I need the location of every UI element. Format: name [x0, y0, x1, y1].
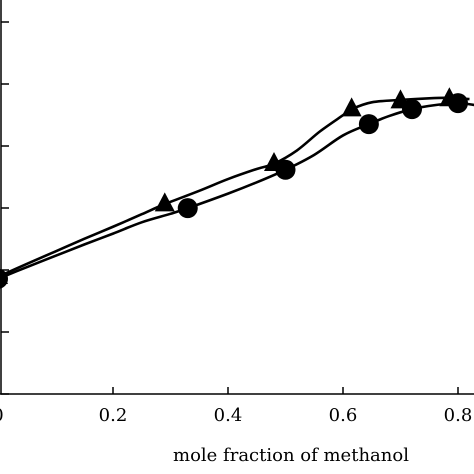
circle-marker [0, 269, 8, 289]
x-axis-label: mole fraction of methanol [173, 445, 409, 466]
circle-marker [448, 93, 468, 114]
x-tick-label: 0 [0, 405, 4, 426]
circle-marker [358, 114, 379, 135]
circle-marker [275, 159, 296, 180]
y-axis-ticks [1, 21, 9, 395]
x-tick-label: 0.4 [214, 405, 243, 426]
x-tick-label: 0.6 [329, 405, 358, 426]
plot-frame [0, 0, 474, 395]
series-circle-line [0, 101, 474, 280]
triangle-marker [341, 97, 362, 117]
circle-marker [177, 198, 198, 219]
series-curves [0, 96, 474, 280]
circle-marker [402, 99, 422, 120]
triangle-marker [154, 192, 175, 212]
x-tick-labels: 0 0.2 0.4 0.6 0.8 [0, 405, 472, 426]
x-tick-label: 0.8 [444, 405, 473, 426]
x-axis-ticks [112, 387, 459, 394]
series-markers [0, 87, 468, 289]
x-tick-label: 0.2 [99, 405, 128, 426]
